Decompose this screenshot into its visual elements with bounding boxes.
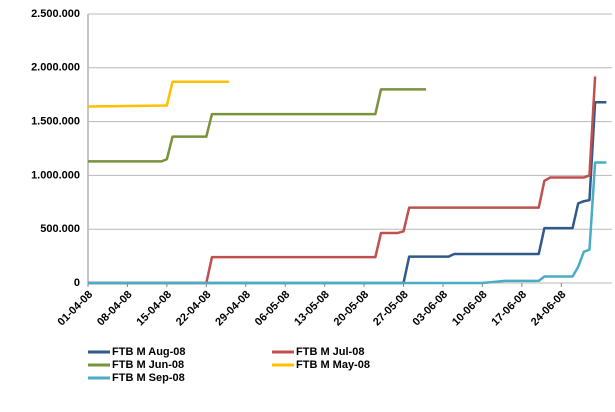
- x-tick-label: 29-04-08: [213, 289, 253, 329]
- x-tick-label: 03-06-08: [411, 289, 451, 329]
- x-tick-label: 22-04-08: [174, 289, 214, 329]
- series-line: [88, 100, 607, 285]
- x-tick-label: 27-05-08: [371, 289, 411, 329]
- x-tick-label: 06-05-08: [253, 289, 293, 329]
- legend-label: FTB M Jun-08: [112, 359, 184, 371]
- series-line: [87, 80, 229, 108]
- legend-label: FTB M Jul-08: [296, 346, 364, 358]
- x-tick-label: 20-05-08: [332, 289, 372, 329]
- y-tick-label: 2.000.000: [31, 62, 80, 74]
- x-tick-label: 13-05-08: [292, 289, 332, 329]
- legend-label: FTB M Aug-08: [112, 346, 186, 358]
- y-tick-label: 2.500.000: [31, 8, 80, 20]
- y-tick-label: 1.000.000: [31, 169, 80, 181]
- x-tick-label: 15-04-08: [134, 289, 174, 329]
- x-tick-label: 08-04-08: [95, 289, 135, 329]
- y-tick-label: 0: [74, 277, 80, 289]
- series-line: [88, 161, 607, 285]
- x-tick-label: 01-04-08: [56, 289, 96, 329]
- y-tick-label: 1.500.000: [31, 116, 80, 128]
- y-tick-label: 500.000: [40, 223, 80, 235]
- legend-label: FTB M May-08: [296, 359, 370, 371]
- series-line: [88, 88, 427, 163]
- x-tick-label: 17-06-08: [489, 289, 529, 329]
- legend-label: FTB M Sep-08: [112, 372, 185, 384]
- x-tick-label: 10-06-08: [450, 289, 490, 329]
- x-tick-label: 24-06-08: [529, 289, 569, 329]
- series-line: [88, 76, 597, 285]
